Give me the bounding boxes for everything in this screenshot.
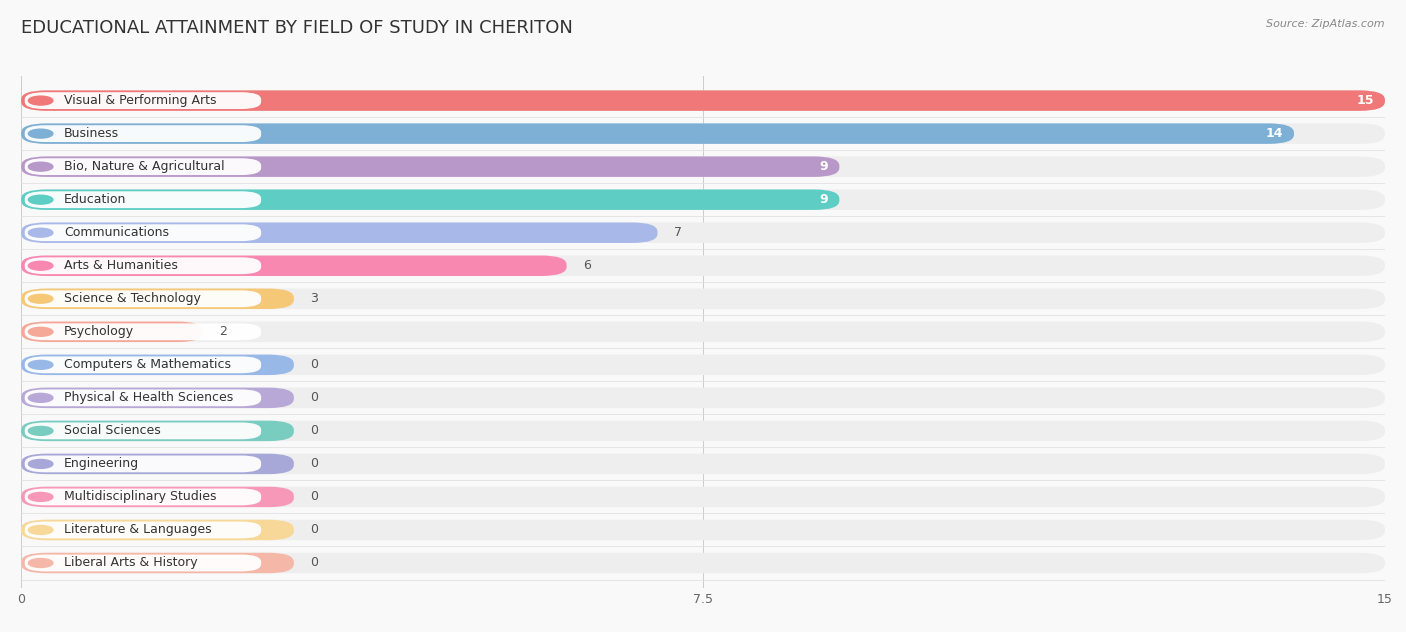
FancyBboxPatch shape (25, 555, 262, 571)
FancyBboxPatch shape (21, 387, 1385, 408)
Text: Science & Technology: Science & Technology (63, 292, 201, 305)
FancyBboxPatch shape (21, 421, 294, 441)
Text: Physical & Health Sciences: Physical & Health Sciences (63, 391, 233, 404)
Text: Multidisciplinary Studies: Multidisciplinary Studies (63, 490, 217, 504)
Text: Engineering: Engineering (63, 458, 139, 470)
FancyBboxPatch shape (25, 224, 262, 241)
FancyBboxPatch shape (25, 489, 262, 506)
FancyBboxPatch shape (21, 123, 1294, 144)
FancyBboxPatch shape (21, 553, 294, 573)
FancyBboxPatch shape (25, 356, 262, 374)
FancyBboxPatch shape (21, 255, 567, 276)
FancyBboxPatch shape (25, 456, 262, 472)
Text: 0: 0 (311, 424, 318, 437)
Text: 0: 0 (311, 557, 318, 569)
Text: Psychology: Psychology (63, 325, 134, 338)
FancyBboxPatch shape (25, 92, 262, 109)
Text: Bio, Nature & Agricultural: Bio, Nature & Agricultural (63, 160, 225, 173)
Text: Arts & Humanities: Arts & Humanities (63, 259, 177, 272)
Circle shape (28, 261, 53, 270)
FancyBboxPatch shape (21, 487, 1385, 507)
Text: 9: 9 (820, 160, 828, 173)
FancyBboxPatch shape (25, 158, 262, 175)
FancyBboxPatch shape (25, 257, 262, 274)
Text: 0: 0 (311, 523, 318, 537)
FancyBboxPatch shape (21, 289, 1385, 309)
FancyBboxPatch shape (21, 123, 1385, 144)
FancyBboxPatch shape (21, 322, 202, 342)
FancyBboxPatch shape (25, 125, 262, 142)
Circle shape (28, 228, 53, 237)
FancyBboxPatch shape (21, 322, 1385, 342)
Circle shape (28, 162, 53, 171)
Circle shape (28, 393, 53, 403)
Text: 15: 15 (1357, 94, 1374, 107)
FancyBboxPatch shape (21, 157, 839, 177)
FancyBboxPatch shape (25, 290, 262, 307)
Text: 9: 9 (820, 193, 828, 206)
Circle shape (28, 327, 53, 336)
FancyBboxPatch shape (25, 422, 262, 439)
Text: 2: 2 (219, 325, 228, 338)
FancyBboxPatch shape (21, 421, 1385, 441)
Circle shape (28, 459, 53, 468)
Text: Literature & Languages: Literature & Languages (63, 523, 211, 537)
Text: 0: 0 (311, 391, 318, 404)
Text: Liberal Arts & History: Liberal Arts & History (63, 557, 197, 569)
Circle shape (28, 360, 53, 369)
FancyBboxPatch shape (21, 355, 1385, 375)
FancyBboxPatch shape (21, 90, 1385, 111)
FancyBboxPatch shape (21, 255, 1385, 276)
Text: Education: Education (63, 193, 127, 206)
Text: Visual & Performing Arts: Visual & Performing Arts (63, 94, 217, 107)
FancyBboxPatch shape (21, 222, 1385, 243)
FancyBboxPatch shape (21, 454, 1385, 474)
FancyBboxPatch shape (21, 553, 1385, 573)
Circle shape (28, 525, 53, 535)
Text: 14: 14 (1265, 127, 1284, 140)
FancyBboxPatch shape (21, 190, 839, 210)
FancyBboxPatch shape (21, 90, 1385, 111)
Text: Computers & Mathematics: Computers & Mathematics (63, 358, 231, 372)
FancyBboxPatch shape (25, 389, 262, 406)
Text: 0: 0 (311, 458, 318, 470)
Text: Social Sciences: Social Sciences (63, 424, 160, 437)
FancyBboxPatch shape (21, 487, 294, 507)
Text: Communications: Communications (63, 226, 169, 240)
Text: EDUCATIONAL ATTAINMENT BY FIELD OF STUDY IN CHERITON: EDUCATIONAL ATTAINMENT BY FIELD OF STUDY… (21, 19, 574, 37)
Text: 6: 6 (583, 259, 591, 272)
Circle shape (28, 427, 53, 435)
FancyBboxPatch shape (21, 520, 1385, 540)
Circle shape (28, 195, 53, 204)
FancyBboxPatch shape (25, 521, 262, 538)
Circle shape (28, 96, 53, 105)
Text: 7: 7 (673, 226, 682, 240)
Text: 0: 0 (311, 490, 318, 504)
Circle shape (28, 295, 53, 303)
FancyBboxPatch shape (21, 190, 1385, 210)
FancyBboxPatch shape (25, 324, 262, 340)
FancyBboxPatch shape (21, 222, 658, 243)
FancyBboxPatch shape (21, 289, 294, 309)
Text: 0: 0 (311, 358, 318, 372)
Circle shape (28, 559, 53, 568)
Circle shape (28, 492, 53, 501)
Text: 3: 3 (311, 292, 318, 305)
Text: Source: ZipAtlas.com: Source: ZipAtlas.com (1267, 19, 1385, 29)
Circle shape (28, 129, 53, 138)
FancyBboxPatch shape (25, 191, 262, 208)
FancyBboxPatch shape (21, 520, 294, 540)
FancyBboxPatch shape (21, 355, 294, 375)
FancyBboxPatch shape (21, 454, 294, 474)
FancyBboxPatch shape (21, 387, 294, 408)
FancyBboxPatch shape (21, 157, 1385, 177)
Text: Business: Business (63, 127, 120, 140)
